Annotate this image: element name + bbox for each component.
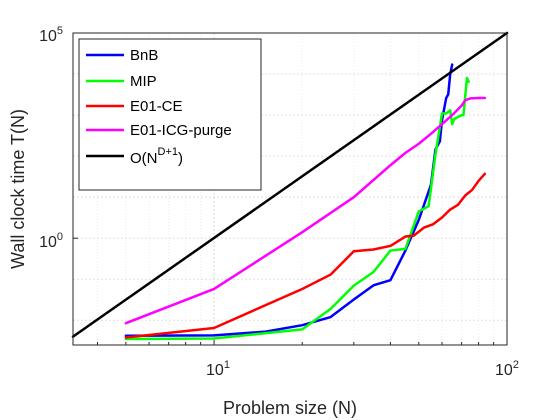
y-tick-label-100000: 105 (39, 25, 63, 45)
legend-entry-e01-icg-purge: E01-ICG-purge (86, 122, 232, 139)
ticks (73, 32, 508, 345)
series-line-e01-ce (124, 172, 487, 339)
legend-entry-e01-ce: E01-CE (86, 98, 183, 115)
y-tick-100000-base: 10 (39, 28, 57, 45)
legend-label-e01-icg-purge: E01-ICG-purge (130, 122, 232, 139)
y-tick-1-exp: 0 (57, 231, 63, 243)
series-line-o-n-d-1 (71, 31, 509, 338)
legend-label-e01-ce: E01-CE (130, 98, 183, 115)
series-line-e01-icg-purge (124, 96, 487, 325)
x-tick-10-base: 10 (206, 362, 224, 379)
series-line-mip (124, 76, 470, 341)
legend: BnB MIP E01-CE E01-ICG-purge O(ND+1) (78, 38, 262, 191)
legend-label-complexity: O(ND+1) (130, 146, 183, 167)
legend-complexity-suffix: ) (178, 150, 183, 167)
legend-label-mip: MIP (130, 73, 157, 90)
x-tick-label-10: 101 (206, 359, 230, 379)
legend-entry-bnb: BnB (86, 47, 158, 64)
x-tick-100-base: 10 (495, 362, 513, 379)
legend-entry-mip: MIP (86, 73, 157, 90)
legend-box (78, 38, 262, 191)
legend-entry-complexity: O(ND+1) (86, 146, 183, 167)
y-axis-label: Wall clock time T(N) (8, 109, 28, 269)
legend-complexity-sup: D+1 (158, 146, 179, 158)
x-tick-10-exp: 1 (224, 359, 230, 371)
x-tick-label-100: 102 (495, 359, 519, 379)
y-tick-100000-exp: 5 (57, 25, 63, 37)
y-tick-label-1: 100 (39, 231, 63, 251)
legend-complexity-base: O(N (130, 150, 158, 167)
y-tick-1-base: 10 (39, 234, 57, 251)
axes-box (72, 32, 508, 346)
x-axis-label: Problem size (N) (223, 398, 357, 418)
series-group (71, 31, 509, 341)
x-tick-100-exp: 2 (513, 359, 519, 371)
legend-label-bnb: BnB (130, 47, 158, 64)
